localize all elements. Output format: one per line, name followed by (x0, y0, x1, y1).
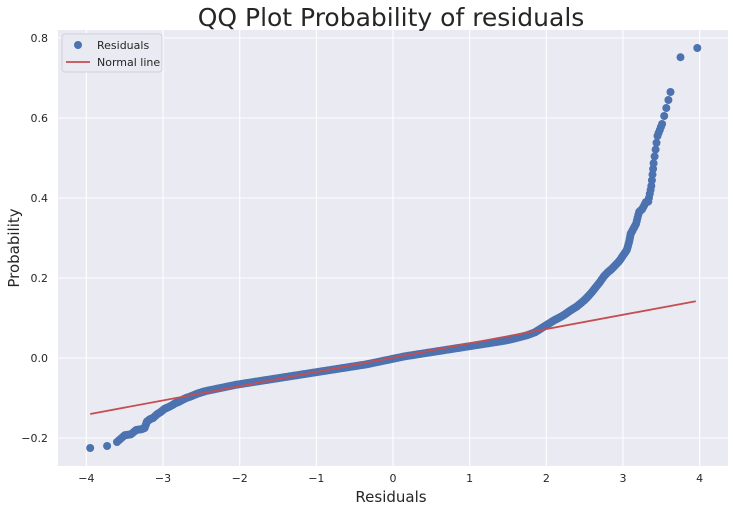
legend-normal-line-label: Normal line (97, 56, 160, 69)
normal-line (90, 300, 696, 415)
x-tick-label: 4 (696, 472, 703, 485)
x-tick-label: 3 (619, 472, 626, 485)
residual-point (662, 104, 671, 112)
residual-point (666, 88, 675, 96)
residual-point (676, 53, 685, 62)
residual-point (660, 112, 669, 120)
x-tick-label: −2 (232, 472, 248, 485)
x-tick-labels: −4 −3 −2 −1 0 1 2 3 4 (78, 472, 703, 485)
legend: Residuals Normal line (61, 33, 163, 73)
legend-residuals-label: Residuals (97, 39, 149, 52)
residual-point (650, 152, 659, 161)
y-tick-label: 0.4 (31, 192, 49, 205)
residual-point (652, 138, 661, 147)
residual-point (651, 145, 660, 154)
residual-point (664, 96, 673, 104)
residual-point (103, 442, 112, 450)
y-tick-label: 0.2 (31, 272, 49, 285)
normal-line-layer (90, 300, 696, 415)
y-axis-label: Probability (5, 208, 23, 287)
y-tick-label: −0.2 (21, 432, 48, 445)
y-tick-labels: −0.2 0.0 0.2 0.4 0.6 0.8 (21, 32, 48, 445)
x-tick-label: 0 (390, 472, 397, 485)
legend-residuals-marker (74, 41, 82, 49)
residual-point (658, 120, 667, 128)
residual-point (649, 159, 658, 168)
x-tick-label: −4 (78, 472, 94, 485)
x-axis-label: Residuals (355, 488, 426, 506)
residual-point (693, 44, 702, 52)
y-tick-label: 0.0 (31, 352, 49, 365)
x-tick-label: 1 (466, 472, 473, 485)
y-tick-label: 0.6 (31, 112, 49, 125)
x-tick-label: −1 (308, 472, 324, 485)
x-tick-label: 2 (543, 472, 550, 485)
y-tick-label: 0.8 (31, 32, 49, 45)
residual-point (86, 444, 95, 452)
x-tick-label: −3 (155, 472, 171, 485)
chart-title: QQ Plot Probability of residuals (198, 3, 585, 32)
